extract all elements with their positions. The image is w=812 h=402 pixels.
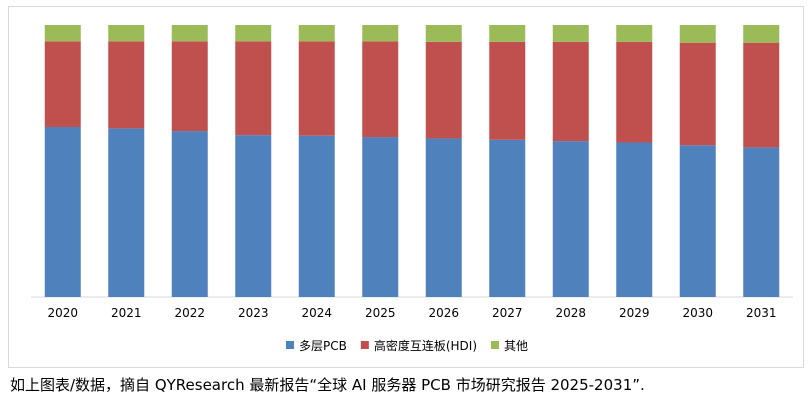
bar-segment-2020-series-0 bbox=[44, 127, 81, 297]
source-caption: 如上图表/数据，摘自 QYResearch 最新报告“全球 AI 服务器 PCB… bbox=[10, 376, 645, 394]
bar-segment-2026-series-2 bbox=[425, 25, 462, 42]
bar-segment-2031-series-0 bbox=[743, 147, 780, 297]
bar-segment-2024-series-2 bbox=[298, 25, 335, 42]
bar-segment-2027-series-0 bbox=[489, 139, 526, 297]
bar-segment-2022-series-0 bbox=[171, 131, 208, 297]
x-tick-label-2021: 2021 bbox=[111, 306, 142, 320]
bar-segment-2025-series-2 bbox=[362, 25, 399, 42]
bar-segment-2031-series-1 bbox=[743, 42, 780, 148]
bar-segment-2029-series-1 bbox=[616, 41, 653, 143]
bar-segment-2024-series-1 bbox=[298, 41, 335, 136]
legend-swatch-series-2 bbox=[491, 341, 500, 349]
bar-segment-2026-series-0 bbox=[425, 138, 462, 297]
x-tick-label-2031: 2031 bbox=[746, 306, 777, 320]
bar-segment-2029-series-0 bbox=[616, 142, 653, 297]
bar-segment-2023-series-2 bbox=[235, 25, 272, 42]
bar-segment-2025-series-0 bbox=[362, 137, 399, 297]
bar-segment-2030-series-1 bbox=[679, 42, 716, 146]
x-tick-label-2026: 2026 bbox=[428, 306, 459, 320]
x-tick-label-2024: 2024 bbox=[301, 306, 332, 320]
x-tick-label-2025: 2025 bbox=[365, 306, 396, 320]
bar-segment-2028-series-2 bbox=[552, 25, 589, 42]
x-tick-label-2023: 2023 bbox=[238, 306, 269, 320]
chart-frame: 2020 2021 2022 2023 2024 2025 2026 2027 2028 2029… bbox=[8, 6, 804, 368]
bar-segment-2024-series-0 bbox=[298, 135, 335, 297]
x-tick-label-2027: 2027 bbox=[492, 306, 523, 320]
bar-segment-2027-series-2 bbox=[489, 25, 526, 42]
x-tick-label-2029: 2029 bbox=[619, 306, 650, 320]
stacked-bar-chart: 2020 2021 2022 2023 2024 2025 2026 2027 2028 2029… bbox=[31, 25, 793, 353]
bar-segment-2027-series-1 bbox=[489, 41, 526, 140]
x-tick-labels: 2020 2021 2022 2023 2024 2025 2026 2027 2028 2029… bbox=[47, 306, 776, 320]
bar-segment-2028-series-1 bbox=[552, 41, 589, 142]
legend-label-series-2: 其他 bbox=[504, 339, 528, 353]
bar-segment-2023-series-0 bbox=[235, 135, 272, 297]
bar-segment-2026-series-1 bbox=[425, 41, 462, 139]
legend-swatch-series-1 bbox=[360, 341, 369, 349]
bar-segment-2025-series-1 bbox=[362, 41, 399, 138]
x-tick-label-2028: 2028 bbox=[555, 306, 586, 320]
bar-segment-2030-series-2 bbox=[679, 25, 716, 43]
x-tick-label-2030: 2030 bbox=[682, 306, 713, 320]
bar-segment-2022-series-2 bbox=[171, 25, 208, 42]
bar-segment-2023-series-1 bbox=[235, 41, 272, 136]
bar-segment-2021-series-2 bbox=[108, 25, 145, 42]
bar-segment-2029-series-2 bbox=[616, 25, 653, 42]
bar-segment-2022-series-1 bbox=[171, 41, 208, 132]
legend-swatch-series-0 bbox=[285, 341, 294, 349]
bar-segment-2021-series-0 bbox=[108, 128, 145, 297]
bar-segment-2028-series-0 bbox=[552, 141, 589, 297]
bar-segment-2021-series-1 bbox=[108, 41, 145, 129]
legend-label-series-0: 多层PCB bbox=[299, 339, 347, 353]
bar-segment-2020-series-2 bbox=[44, 25, 81, 42]
legend: 多层PCB 高密度互连板(HDI) 其他 bbox=[285, 338, 528, 353]
legend-label-series-1: 高密度互连板(HDI) bbox=[374, 338, 477, 353]
bars-group bbox=[44, 25, 780, 297]
x-tick-label-2022: 2022 bbox=[174, 306, 205, 320]
bar-segment-2020-series-1 bbox=[44, 41, 81, 127]
bar-segment-2030-series-0 bbox=[679, 145, 716, 297]
bar-segment-2031-series-2 bbox=[743, 25, 780, 43]
x-tick-label-2020: 2020 bbox=[47, 306, 78, 320]
